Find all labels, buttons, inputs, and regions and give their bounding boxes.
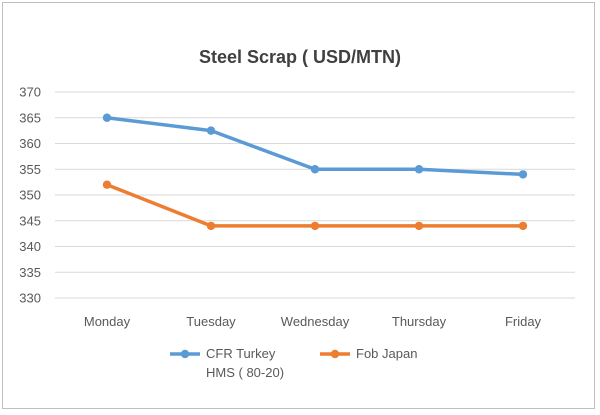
legend-label: HMS ( 80-20) xyxy=(206,365,284,380)
y-tick-label: 340 xyxy=(19,239,41,254)
data-point xyxy=(206,126,216,135)
y-tick-label: 350 xyxy=(19,188,41,203)
legend-swatch-marker xyxy=(330,349,340,359)
y-tick-label: 360 xyxy=(19,136,41,151)
y-tick-label: 335 xyxy=(19,265,41,280)
x-tick-label-friday: Friday xyxy=(505,314,542,329)
data-point xyxy=(518,221,528,231)
x-tick-label-tuesday: Tuesday xyxy=(186,314,236,329)
data-point xyxy=(414,221,424,231)
x-axis-ticks: Monday Tuesday Wednesday Thursday Friday xyxy=(84,314,542,329)
y-tick-label: 355 xyxy=(19,162,41,177)
series-line-1 xyxy=(105,182,525,228)
data-point xyxy=(206,221,216,231)
legend-swatch-marker xyxy=(180,349,190,359)
x-tick-label-monday: Monday xyxy=(84,314,131,329)
y-tick-label: 330 xyxy=(19,291,41,306)
legend-label: CFR Turkey xyxy=(206,346,276,361)
series-lines xyxy=(102,113,528,231)
data-point xyxy=(310,221,320,231)
legend-label: Fob Japan xyxy=(356,346,417,361)
chart-title: Steel Scrap ( USD/MTN) xyxy=(199,47,401,67)
x-tick-label-thursday: Thursday xyxy=(392,314,447,329)
y-tick-label: 365 xyxy=(19,110,41,125)
legend: CFR Turkey HMS ( 80-20) Fob Japan xyxy=(170,346,417,380)
y-axis-ticks: 330 335 340 345 350 355 360 365 370 xyxy=(19,85,41,306)
data-point xyxy=(102,113,112,122)
y-tick-label: 370 xyxy=(19,85,41,100)
data-point xyxy=(414,165,424,174)
data-point xyxy=(102,180,112,189)
data-point xyxy=(518,170,528,179)
data-point xyxy=(310,165,320,174)
y-tick-label: 345 xyxy=(19,213,41,228)
x-tick-label-wednesday: Wednesday xyxy=(281,314,350,329)
chart-frame xyxy=(2,2,595,409)
